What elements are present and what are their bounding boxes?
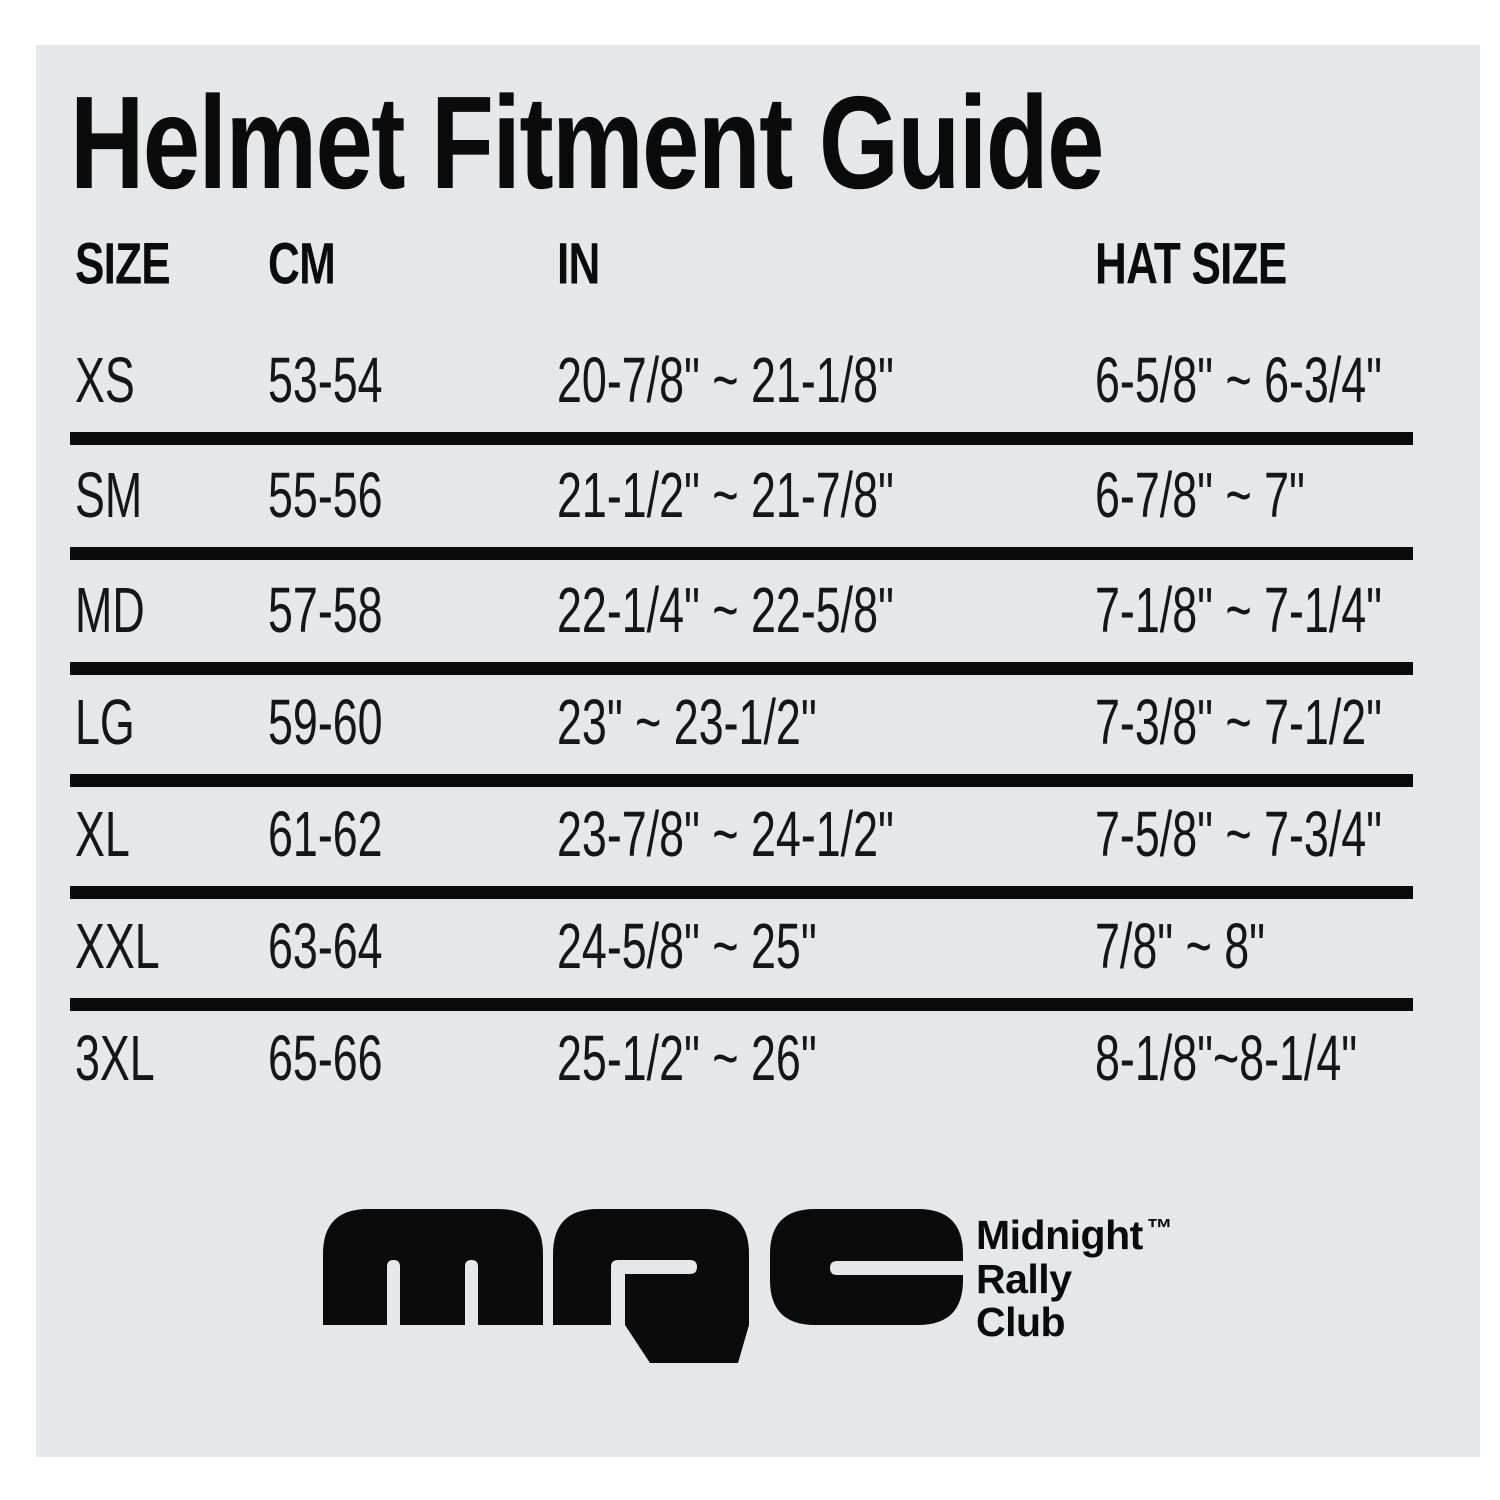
cm-cell: 55-56: [268, 459, 383, 531]
cm-cell: 53-54: [268, 344, 383, 416]
row-divider: [70, 886, 1413, 899]
trademark-symbol: ™: [1146, 1213, 1173, 1243]
table-header-row: SIZE CM IN HAT SIZE: [36, 232, 1480, 297]
hat-cell: 8-1/8"~8-1/4": [1095, 1022, 1358, 1094]
size-cell: SM: [75, 459, 143, 531]
logo-letter-c: [770, 1209, 963, 1325]
logo-letter-m: [323, 1209, 543, 1325]
chart-panel: Helmet Fitment Guide SIZE CM IN HAT SIZE…: [36, 45, 1480, 1457]
hat-cell: 6-5/8" ~ 6-3/4": [1095, 344, 1383, 416]
size-cell: 3XL: [75, 1022, 155, 1094]
mrc-logo-monogram: [323, 1209, 963, 1363]
table-row-xl: XL 61-62 23-7/8" ~ 24-1/2" 7-5/8" ~ 7-3/…: [36, 779, 1480, 889]
brand-line-club: Club: [976, 1299, 1066, 1345]
header-hat-size: HAT SIZE: [1095, 231, 1287, 297]
in-cell: 23" ~ 23-1/2": [557, 686, 817, 758]
cm-cell: 61-62: [268, 798, 383, 870]
brand-line-text: Midnight: [976, 1212, 1143, 1258]
hat-cell: 7/8" ~ 8": [1095, 910, 1266, 982]
size-cell: LG: [75, 686, 135, 758]
row-divider: [70, 432, 1413, 445]
table-row-lg: LG 59-60 23" ~ 23-1/2" 7-3/8" ~ 7-1/2": [36, 667, 1480, 777]
cm-cell: 65-66: [268, 1022, 383, 1094]
table-row-md: MD 57-58 22-1/4" ~ 22-5/8" 7-1/8" ~ 7-1/…: [36, 555, 1480, 665]
size-cell: XL: [75, 798, 130, 870]
hat-cell: 7-5/8" ~ 7-3/4": [1095, 798, 1383, 870]
in-cell: 21-1/2" ~ 21-7/8": [557, 459, 894, 531]
size-cell: XXL: [75, 910, 160, 982]
brand-wordmark: Midnight ™ Rally Club: [976, 1207, 1173, 1345]
brand-line-rally: Rally: [976, 1255, 1072, 1302]
in-cell: 23-7/8" ~ 24-1/2": [557, 798, 894, 870]
hat-cell: 7-3/8" ~ 7-1/2": [1095, 686, 1383, 758]
row-divider: [70, 547, 1413, 560]
hat-cell: 6-7/8" ~ 7": [1095, 459, 1305, 531]
size-cell: XS: [75, 344, 135, 416]
cm-cell: 57-58: [268, 574, 383, 646]
in-cell: 20-7/8" ~ 21-1/8": [557, 344, 894, 416]
table-row-3xl: 3XL 65-66 25-1/2" ~ 26" 8-1/8"~8-1/4": [36, 1003, 1480, 1113]
cm-cell: 63-64: [268, 910, 383, 982]
header-cm: CM: [268, 231, 336, 297]
in-cell: 22-1/4" ~ 22-5/8": [557, 574, 894, 646]
row-divider: [70, 998, 1413, 1011]
table-row-xs: XS 53-54 20-7/8" ~ 21-1/8" 6-5/8" ~ 6-3/…: [36, 325, 1480, 435]
header-in: IN: [557, 231, 600, 297]
brand-line-midnight: Midnight ™: [976, 1207, 1173, 1258]
hat-cell: 7-1/8" ~ 7-1/4": [1095, 574, 1383, 646]
cm-cell: 59-60: [268, 686, 383, 758]
in-cell: 25-1/2" ~ 26": [557, 1022, 817, 1094]
table-row-sm: SM 55-56 21-1/2" ~ 21-7/8" 6-7/8" ~ 7": [36, 440, 1480, 550]
row-divider: [70, 774, 1413, 787]
size-cell: MD: [75, 574, 145, 646]
row-divider: [70, 662, 1413, 675]
in-cell: 24-5/8" ~ 25": [557, 910, 817, 982]
table-row-xxl: XXL 63-64 24-5/8" ~ 25" 7/8" ~ 8": [36, 891, 1480, 1001]
header-size: SIZE: [75, 231, 171, 297]
page-title: Helmet Fitment Guide: [70, 69, 1104, 216]
logo-letter-r: [553, 1209, 749, 1363]
